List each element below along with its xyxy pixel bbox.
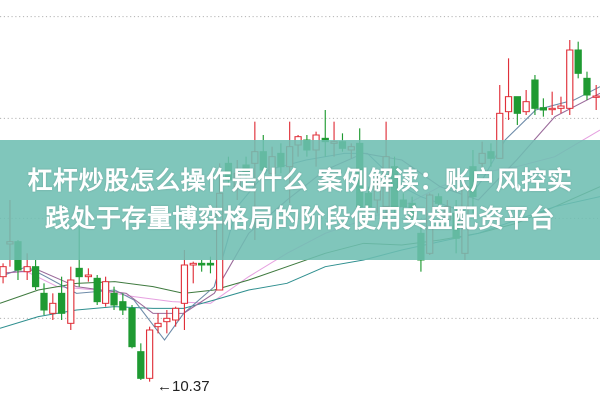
- title-line-1: 杠杆炒股怎么操作是什么 案例解读：账户风控实: [27, 166, 573, 195]
- candle-down: [119, 301, 127, 311]
- candle-down: [31, 266, 40, 288]
- candle-up: [84, 274, 93, 278]
- candle-down: [137, 351, 145, 379]
- title-banner: 杠杆炒股怎么操作是什么 案例解读：账户风控实 践处于存量博弈格局的阶段使用实盘配…: [0, 140, 600, 260]
- candle-down: [206, 262, 215, 266]
- candle-up: [0, 266, 7, 278]
- candle-up: [172, 307, 180, 321]
- candle-down: [128, 307, 136, 348]
- candle-up: [145, 329, 154, 379]
- candle-down: [75, 267, 83, 278]
- candle-up: [67, 279, 75, 324]
- candle-down: [198, 262, 206, 266]
- candle-down: [539, 107, 548, 111]
- candle-down: [583, 77, 591, 96]
- candle-down: [40, 292, 48, 311]
- candle-down: [574, 49, 582, 74]
- candle-up: [566, 49, 574, 109]
- candle-down: [513, 96, 521, 114]
- candle-up: [592, 95, 600, 98]
- candle-down: [93, 277, 101, 303]
- candle-up: [101, 281, 110, 304]
- candle-up: [189, 262, 197, 266]
- candle-up: [163, 317, 171, 323]
- candle-down: [110, 292, 118, 306]
- candle-up: [504, 96, 513, 113]
- candle-down: [57, 292, 66, 314]
- candle-up: [49, 302, 57, 314]
- title-line-2: 践处于存量博弈格局的阶段使用实盘配资平台: [44, 204, 555, 233]
- candle-up: [180, 264, 189, 304]
- candle-up: [557, 105, 565, 109]
- candle-up: [522, 101, 530, 113]
- low-price-label: ←10.37: [157, 378, 210, 395]
- candle-down: [531, 79, 539, 109]
- candle-up: [154, 322, 162, 328]
- candle-up: [23, 266, 31, 273]
- candle-up: [548, 107, 556, 111]
